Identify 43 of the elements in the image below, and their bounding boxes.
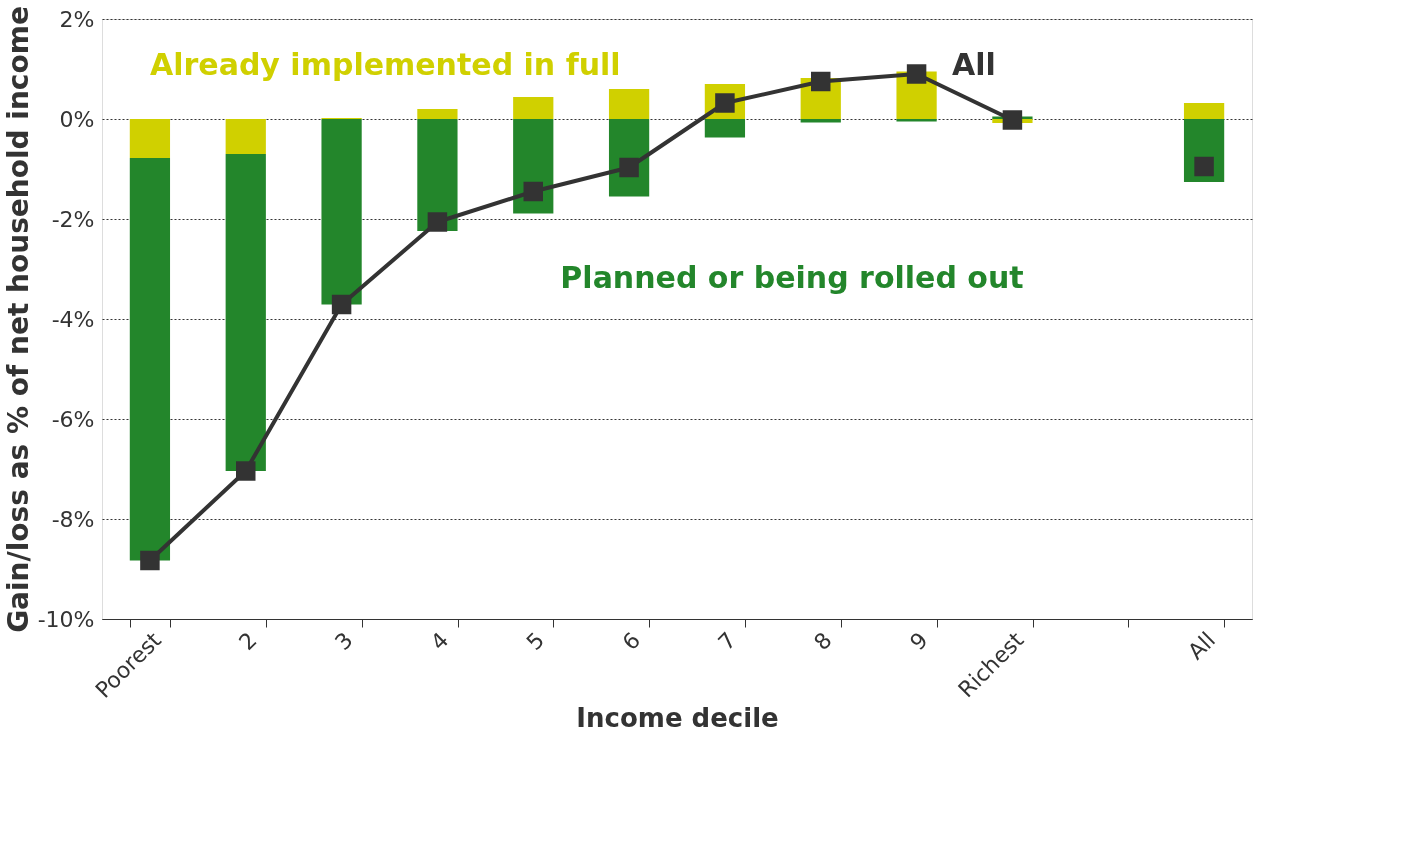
bar xyxy=(896,119,937,122)
y-tick-label: -8% xyxy=(51,506,95,532)
x-tick-label: 3 xyxy=(330,627,358,655)
point xyxy=(331,294,352,315)
x-tick-label: 2 xyxy=(234,627,262,655)
x-tick-label: 4 xyxy=(425,627,454,655)
point xyxy=(906,64,927,84)
x-tick-label: 8 xyxy=(809,627,837,655)
series-label: Already implemented in full xyxy=(150,47,621,82)
point xyxy=(140,550,160,571)
y-tick-label: -4% xyxy=(51,306,95,332)
point xyxy=(236,461,256,481)
x-axis-title: Income decile xyxy=(576,703,779,734)
x-tick-label: 9 xyxy=(905,627,933,655)
x-tick-label: All xyxy=(1183,627,1221,665)
point xyxy=(811,71,831,92)
bar xyxy=(417,109,458,119)
y-tick-label: 2% xyxy=(59,6,95,32)
x-tick-label: 6 xyxy=(617,627,646,655)
bar xyxy=(1183,103,1225,119)
y-axis-title: Gain/loss as % of net household income xyxy=(1,6,35,633)
bar xyxy=(129,119,171,158)
y-tick-label: -2% xyxy=(51,206,95,232)
point xyxy=(427,212,448,232)
bar xyxy=(513,97,554,119)
point xyxy=(1194,156,1214,177)
y-tick-label: -6% xyxy=(51,406,95,432)
x-tick-label: 5 xyxy=(521,627,550,655)
bar xyxy=(225,154,266,471)
bar xyxy=(129,158,171,561)
bar xyxy=(417,119,458,231)
bar xyxy=(800,119,841,123)
bar xyxy=(321,119,362,305)
y-tick-label: 0% xyxy=(59,106,95,132)
x-tick-label: 7 xyxy=(713,627,741,655)
bar xyxy=(704,119,746,138)
y-tick-label: -10% xyxy=(37,606,95,632)
point xyxy=(523,181,543,202)
point xyxy=(1002,110,1023,130)
bar xyxy=(608,89,650,119)
bar xyxy=(225,119,266,154)
series-label: All xyxy=(952,47,996,82)
series-label: Planned or being rolled out xyxy=(560,260,1024,295)
